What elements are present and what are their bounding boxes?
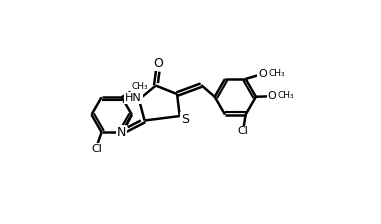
Text: HN: HN [125,93,142,103]
Text: O: O [258,69,267,79]
Text: Cl: Cl [238,126,248,136]
Text: O: O [267,91,276,101]
Text: CH₃: CH₃ [132,82,149,90]
Text: S: S [181,113,189,126]
Text: O: O [153,57,163,70]
Text: N: N [117,126,126,139]
Text: CH₃: CH₃ [268,69,285,78]
Text: Cl: Cl [91,144,102,154]
Text: CH₃: CH₃ [277,91,294,100]
